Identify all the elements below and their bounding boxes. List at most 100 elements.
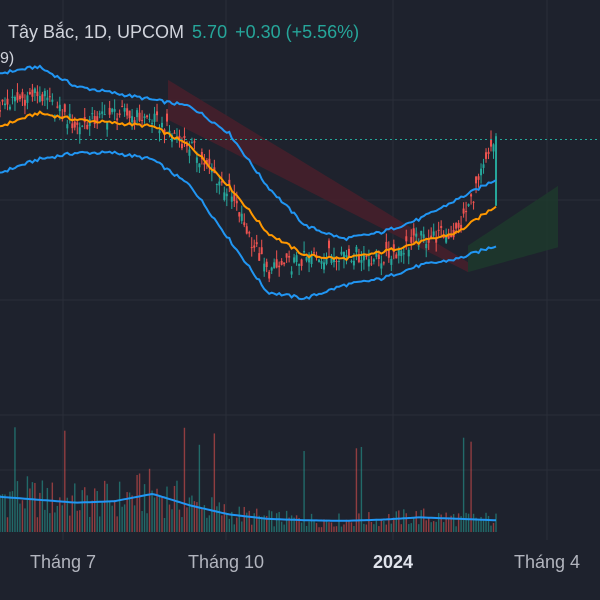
volume-bar — [181, 517, 183, 532]
volume-bar — [305, 525, 308, 532]
candle-body — [58, 104, 61, 112]
candle-body — [38, 95, 41, 102]
candle-body — [450, 234, 453, 238]
candle-body — [128, 110, 131, 119]
volume-bar — [295, 515, 298, 532]
volume-bar — [315, 523, 318, 532]
indicator-legend[interactable]: 9) — [0, 50, 15, 67]
candle-body — [310, 256, 313, 265]
candle-body — [215, 184, 218, 186]
volume-bar — [126, 492, 128, 532]
volume-bar — [375, 518, 378, 532]
candle-body — [195, 157, 198, 163]
volume-bar — [143, 484, 146, 532]
volume-bar — [348, 520, 350, 532]
candle-body — [180, 143, 183, 149]
volume-bar — [46, 487, 49, 532]
candle-body — [153, 113, 156, 122]
candle-body — [131, 116, 134, 123]
candle-body — [188, 149, 191, 156]
candle-body — [367, 259, 370, 267]
candle-body — [320, 261, 323, 264]
volume-bar — [268, 510, 270, 532]
candle-body — [6, 98, 9, 105]
volume-bar — [96, 491, 98, 532]
volume-bar — [101, 502, 103, 532]
volume-bar — [261, 516, 263, 532]
volume-bar — [178, 509, 181, 532]
candle-body — [460, 224, 463, 229]
chart-header: Tây Bắc, 1D, UPCOM 5.70 +0.30 (+5.56%) — [8, 20, 359, 44]
candle-body — [1, 99, 4, 102]
volume-bar — [81, 490, 83, 532]
volume-bar — [24, 508, 26, 532]
volume-bar — [51, 482, 54, 532]
volume-bar — [420, 510, 422, 532]
candle-body — [340, 251, 343, 255]
volume-bar — [383, 520, 385, 532]
volume-bar — [59, 497, 61, 532]
volume-bar — [241, 521, 243, 532]
volume-bar — [343, 524, 345, 532]
candle-body — [370, 263, 373, 265]
candle-body — [265, 261, 268, 267]
candle-body — [395, 254, 398, 259]
volume-bar — [171, 509, 173, 532]
volume-bar — [166, 486, 168, 532]
volume-bar — [26, 476, 29, 532]
candle-body — [136, 110, 139, 118]
volume-bar — [300, 522, 303, 532]
candle-body — [278, 265, 281, 268]
candle-body — [357, 254, 360, 263]
volume-bar — [353, 525, 355, 532]
volume-bar — [39, 492, 41, 532]
volume-bar — [216, 506, 218, 532]
candle-body — [318, 259, 321, 263]
candle-body — [360, 260, 363, 263]
ichimoku-cloud — [168, 79, 558, 273]
volume-bar — [330, 522, 333, 532]
volume-bar — [313, 521, 315, 532]
candle-body — [56, 106, 59, 108]
volume-bar — [388, 514, 390, 532]
volume-bar — [54, 512, 56, 532]
volume-bar — [238, 506, 240, 532]
candle-body — [220, 181, 223, 183]
volume-bar — [447, 517, 450, 532]
candle-body — [183, 135, 186, 138]
volume-bar — [243, 506, 245, 532]
volume-bar — [398, 510, 400, 532]
volume-bar — [173, 485, 176, 532]
volume-bar — [131, 495, 133, 532]
candle-body — [76, 122, 79, 125]
volume-bar — [452, 514, 455, 532]
volume-bar — [413, 518, 415, 532]
candle-body — [347, 248, 350, 256]
volume-bar — [338, 513, 340, 532]
candle-body — [245, 226, 248, 234]
candle-body — [283, 262, 286, 265]
volume-bar — [365, 524, 368, 532]
candle-body — [43, 90, 46, 97]
volume-bar — [74, 483, 76, 532]
volume-bar — [4, 494, 6, 532]
volume-bar — [6, 517, 9, 532]
candle-body — [427, 238, 430, 243]
volume-bar — [213, 433, 216, 532]
candle-body — [91, 113, 94, 115]
candle-body — [208, 158, 211, 165]
candle-body — [258, 253, 261, 261]
candle-body — [380, 263, 383, 269]
volume-bar — [263, 515, 265, 532]
volume-bar — [64, 430, 66, 532]
candle-body — [492, 144, 495, 152]
candle-body — [420, 230, 423, 236]
candle-body — [86, 124, 89, 129]
candle-body — [465, 210, 468, 213]
volume-bar — [395, 511, 398, 532]
candle-body — [430, 235, 433, 239]
candle-body — [23, 99, 26, 106]
volume-bar — [450, 515, 452, 532]
candle-body — [305, 257, 308, 261]
